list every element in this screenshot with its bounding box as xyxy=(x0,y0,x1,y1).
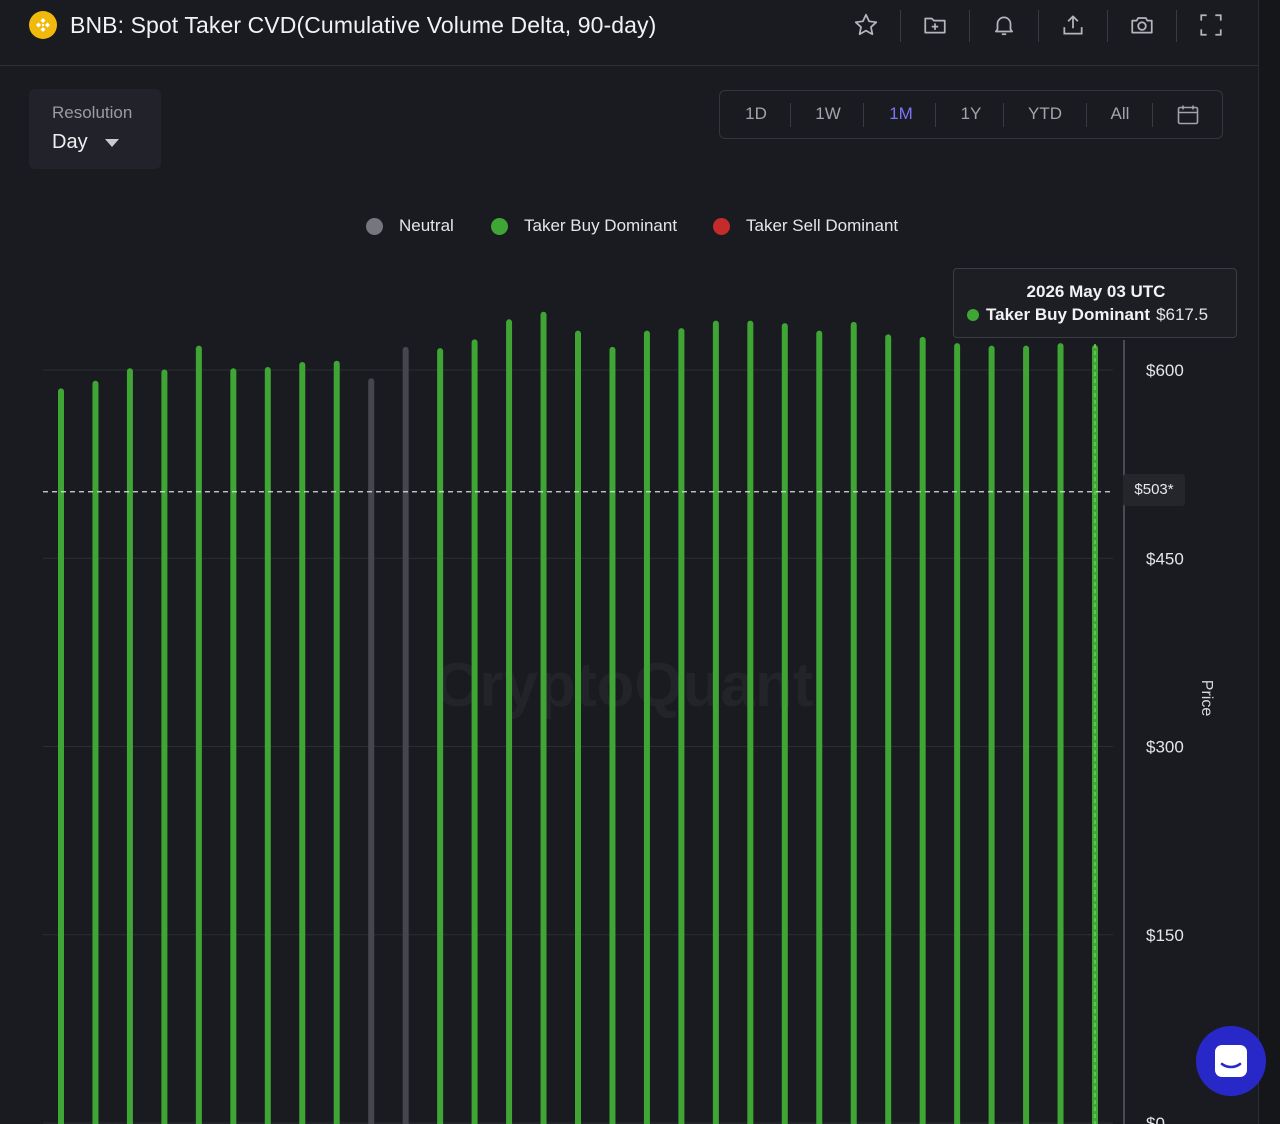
range-button-1y[interactable]: 1Y xyxy=(960,104,982,123)
legend-label: Taker Sell Dominant xyxy=(746,216,899,235)
range-divider xyxy=(935,103,936,127)
toolbar-divider xyxy=(1107,10,1108,42)
bnb-coin-icon xyxy=(29,11,57,39)
chat-icon xyxy=(1215,1045,1247,1077)
tooltip-value: $617.5 xyxy=(1156,305,1209,324)
folder-add-icon[interactable] xyxy=(909,6,961,44)
range-divider xyxy=(1003,103,1004,127)
fullscreen-icon[interactable] xyxy=(1185,6,1237,44)
chart-tooltip: 2026 May 03 UTC Taker Buy Dominant $617.… xyxy=(953,268,1237,338)
tooltip-dot xyxy=(967,309,979,321)
range-button-1d[interactable]: 1D xyxy=(745,104,767,123)
time-range-selector: 1D 1W 1M 1Y YTD All xyxy=(719,90,1223,139)
watermark: CryptoQuant xyxy=(435,651,814,720)
range-divider xyxy=(1152,103,1153,127)
y-tick-label: $450 xyxy=(1146,549,1184,568)
range-button-1w[interactable]: 1W xyxy=(815,104,841,123)
chart-legend: Neutral Taker Buy Dominant Taker Sell Do… xyxy=(0,216,1258,240)
y-tick-label: $300 xyxy=(1146,738,1184,757)
toolbar-divider xyxy=(900,10,901,42)
bell-icon[interactable] xyxy=(978,6,1030,44)
range-button-1m[interactable]: 1M xyxy=(889,104,913,123)
chat-support-button[interactable] xyxy=(1196,1026,1266,1096)
share-icon[interactable] xyxy=(1047,6,1099,44)
current-price-tag: $503* xyxy=(1123,474,1185,506)
resolution-label: Resolution xyxy=(52,103,133,122)
range-button-all[interactable]: All xyxy=(1110,104,1130,123)
range-divider xyxy=(790,103,791,127)
star-icon[interactable] xyxy=(840,6,892,44)
range-divider xyxy=(1086,103,1087,127)
toolbar-divider xyxy=(1176,10,1177,42)
legend-dot-sell xyxy=(713,217,730,235)
y-tick-label: $150 xyxy=(1146,926,1184,945)
toolbar-divider xyxy=(1038,10,1039,42)
tooltip-series: Taker Buy Dominant xyxy=(986,305,1151,324)
range-button-ytd[interactable]: YTD xyxy=(1028,104,1062,123)
y-tick-label: $0 xyxy=(1146,1114,1165,1124)
legend-item-neutral[interactable]: Neutral xyxy=(366,216,454,236)
camera-icon[interactable] xyxy=(1116,6,1168,44)
legend-item-sell[interactable]: Taker Sell Dominant xyxy=(713,216,898,236)
legend-dot-neutral xyxy=(366,217,383,235)
page-title: BNB: Spot Taker CVD(Cumulative Volume De… xyxy=(70,12,657,38)
y-tick-label: $600 xyxy=(1146,361,1184,380)
resolution-value: Day xyxy=(52,131,88,153)
legend-dot-buy xyxy=(491,217,508,235)
legend-label: Neutral xyxy=(399,216,454,235)
calendar-icon[interactable] xyxy=(1176,103,1200,132)
window-edge xyxy=(1258,0,1280,1124)
tooltip-row: Taker Buy Dominant $617.5 xyxy=(967,305,1208,325)
legend-label: Taker Buy Dominant xyxy=(524,216,678,235)
legend-item-buy[interactable]: Taker Buy Dominant xyxy=(491,216,677,236)
tooltip-date: 2026 May 03 UTC xyxy=(1026,282,1166,301)
chart-header: BNB: Spot Taker CVD(Cumulative Volume De… xyxy=(0,0,1258,66)
toolbar-divider xyxy=(969,10,970,42)
y-axis-label: Price xyxy=(1198,680,1215,717)
resolution-dropdown[interactable]: Resolution Day xyxy=(29,89,161,169)
range-divider xyxy=(863,103,864,127)
caret-down-icon xyxy=(105,139,119,147)
